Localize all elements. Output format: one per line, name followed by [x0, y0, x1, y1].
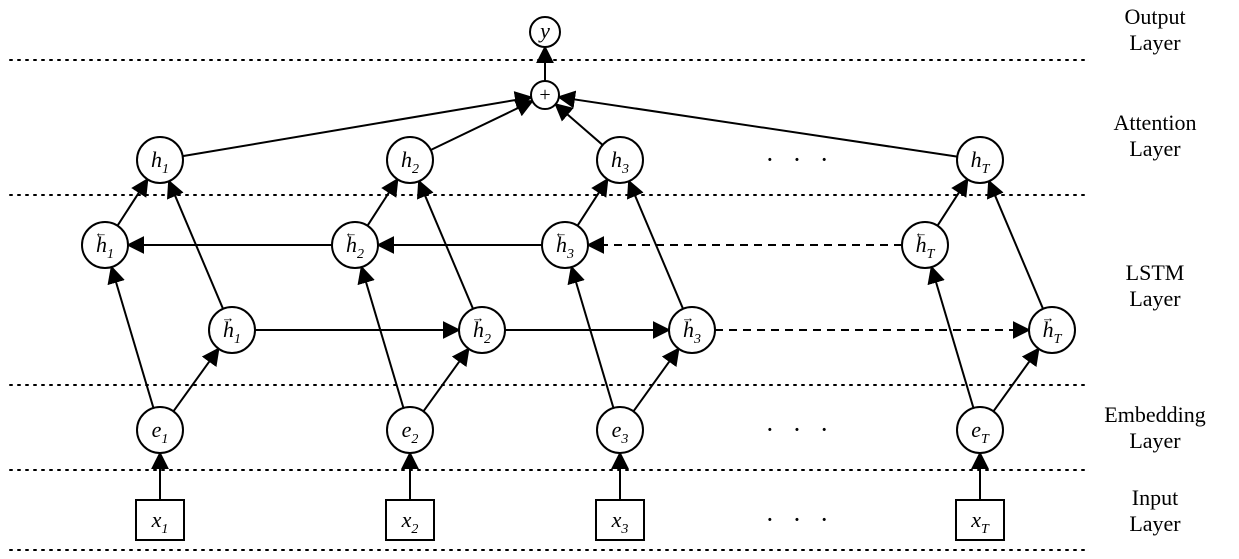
svg-text:←: ←: [915, 225, 928, 240]
svg-text:←: ←: [345, 225, 358, 240]
embedding-layer-label: Embedding: [1104, 402, 1205, 427]
lstm-layer-label: LSTM: [1126, 260, 1185, 285]
svg-text:→: →: [682, 310, 695, 325]
ellipsis: · · ·: [766, 145, 835, 174]
bilstm-attention-diagram: x1x2x3xTe1e2e3eTh1→h2→h3→hT→h1←h2←h3←hT←…: [0, 0, 1239, 559]
ellipsis: · · ·: [766, 415, 835, 444]
attention-layer-label: Attention: [1113, 110, 1196, 135]
svg-text:Layer: Layer: [1129, 511, 1181, 536]
svg-text:Layer: Layer: [1129, 136, 1181, 161]
svg-text:→: →: [472, 310, 485, 325]
svg-text:+: +: [539, 84, 550, 106]
output-layer-label: Output: [1124, 4, 1185, 29]
svg-text:Layer: Layer: [1129, 428, 1181, 453]
ellipsis: · · ·: [766, 505, 835, 534]
svg-text:←: ←: [95, 225, 108, 240]
input-layer-label: Input: [1132, 485, 1178, 510]
svg-text:←: ←: [555, 225, 568, 240]
svg-text:→: →: [222, 310, 235, 325]
svg-text:y: y: [538, 18, 550, 43]
svg-text:Layer: Layer: [1129, 286, 1181, 311]
svg-text:Layer: Layer: [1129, 30, 1181, 55]
svg-text:→: →: [1042, 310, 1055, 325]
